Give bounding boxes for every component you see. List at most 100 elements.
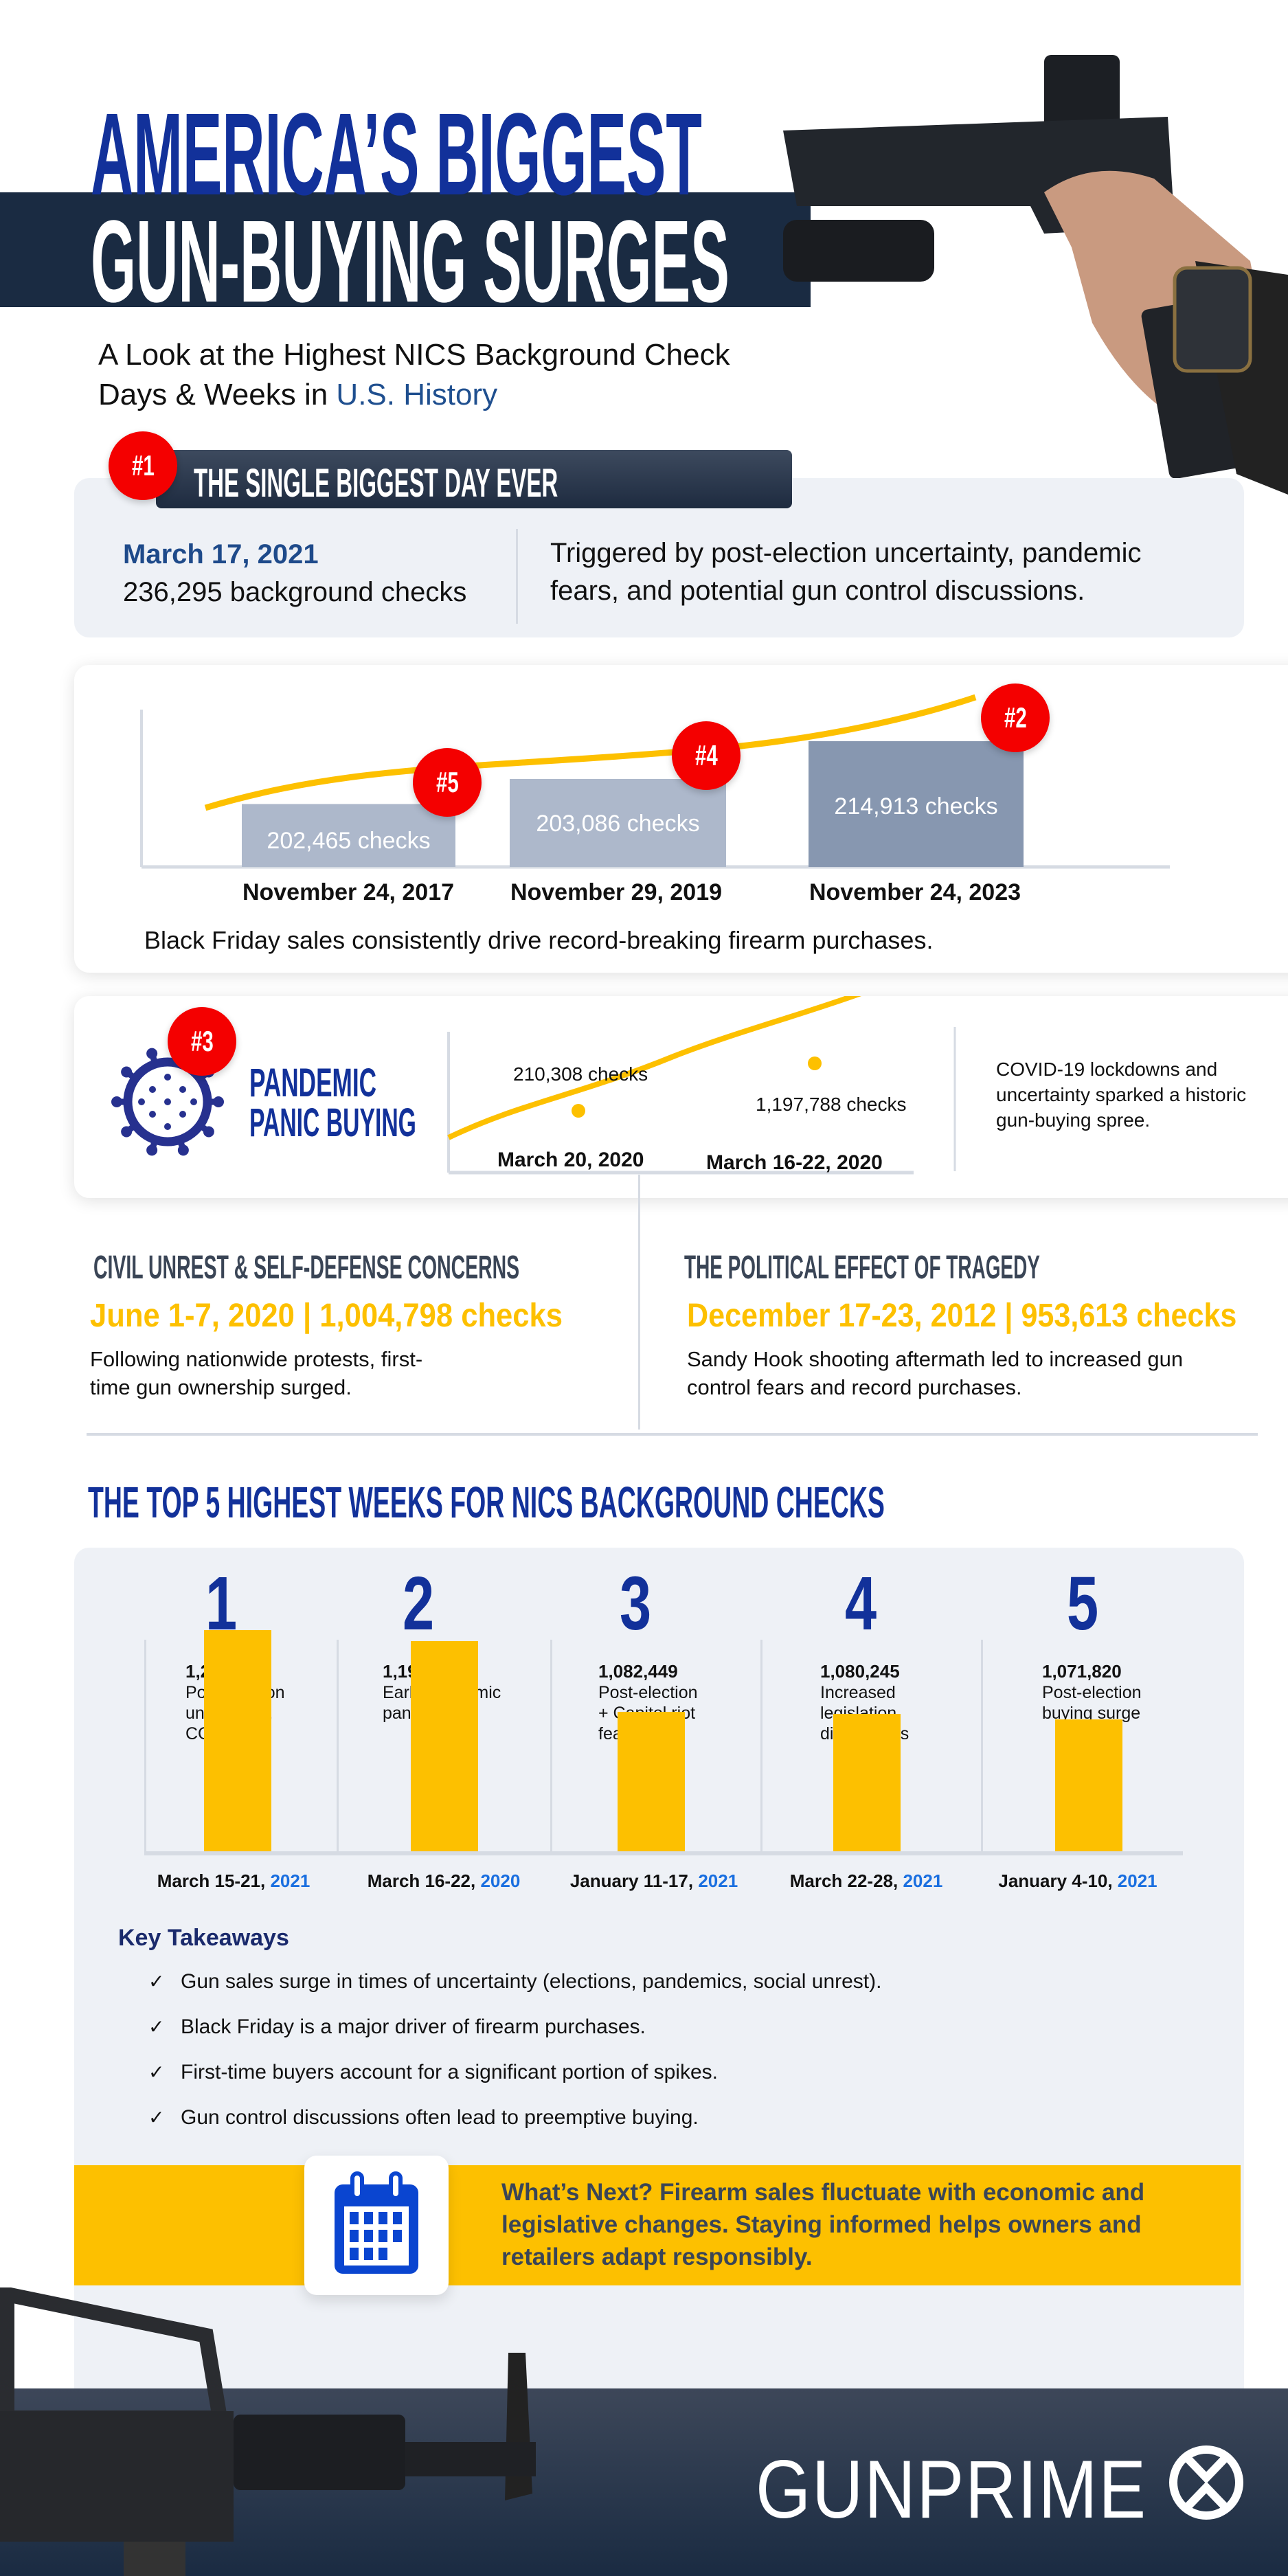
takeaway-item: First-time buyers account for a signific…: [181, 2061, 718, 2083]
calendar-icon-box: [304, 2156, 449, 2295]
rank-badge-1: #1: [109, 431, 177, 500]
check-icon: ✓: [148, 2107, 165, 2128]
bar-label: 203,086 checks: [536, 811, 700, 837]
point1-label: 210,308 checks: [513, 1063, 648, 1085]
title-line-1: AMERICA’S BIGGEST: [91, 89, 702, 220]
pandemic-title-1: PANDEMIC: [249, 1061, 377, 1105]
rank-number: 5: [1067, 1561, 1099, 1646]
biggest-day-count: 236,295 background checks: [123, 577, 467, 607]
pandemic-card: [74, 996, 1288, 1198]
whats-next-text: What’s Next? Firearm sales fluctuate wit…: [501, 2176, 1144, 2273]
week-date: March 15-21, 2021: [131, 1871, 337, 1892]
pandemic-description: COVID-19 lockdowns and uncertainty spark…: [996, 1057, 1246, 1133]
week-bar: [1055, 1719, 1122, 1853]
week-value: 1,080,245: [820, 1661, 900, 1682]
data-point-2: [808, 1057, 822, 1070]
date-text: January 4-10,: [998, 1871, 1118, 1891]
week-value: 1,082,449: [598, 1661, 678, 1682]
biggest-day-date: March 17, 2021: [123, 539, 319, 569]
rank-number: 2: [403, 1561, 435, 1646]
text-line: retailers adapt responsibly.: [501, 2244, 813, 2270]
column-divider: [337, 1640, 339, 1853]
rank-number: 4: [845, 1561, 877, 1646]
date-text: March 15-21,: [157, 1871, 271, 1891]
bar: [809, 741, 1024, 867]
point2-date: March 16-22, 2020: [706, 1151, 883, 1174]
body-line: Following nationwide protests, first-: [90, 1347, 423, 1371]
civil-unrest-body: Following nationwide protests, first- ti…: [90, 1345, 422, 1401]
trend-line: [204, 694, 977, 811]
column-divider: [981, 1640, 983, 1853]
subtitle-line-1: A Look at the Highest NICS Background Ch…: [98, 338, 730, 372]
week-date: January 4-10, 2021: [975, 1871, 1181, 1892]
desc-line: uncertainty sparked a historic: [996, 1084, 1247, 1105]
bar-date: November 29, 2019: [510, 879, 723, 905]
calendar-icon: [335, 2171, 418, 2274]
desc-line: gun-buying spree.: [996, 1109, 1151, 1131]
date-text: March 16-22,: [367, 1871, 481, 1891]
black-friday-chart: [140, 694, 1170, 869]
divider: [516, 529, 518, 624]
week-bar: [411, 1641, 478, 1853]
bar-date: November 24, 2017: [242, 879, 455, 905]
top5-baseline: [144, 1851, 1183, 1855]
body-line: time gun ownership surged.: [90, 1375, 352, 1399]
biggest-day-header-bar: [156, 450, 792, 508]
bar-label: 202,465 checks: [267, 828, 431, 854]
takeaways-title: Key Takeaways: [118, 1925, 289, 1951]
date-text: March 22-28,: [789, 1871, 903, 1891]
data-point-1: [572, 1104, 585, 1118]
whats-next-banner: [74, 2165, 1241, 2285]
rank-badge: #5: [413, 748, 482, 817]
week-description: Increased: [820, 1683, 896, 1702]
column-divider: [550, 1640, 552, 1853]
text-line: legislative changes. Staying informed he…: [501, 2211, 1142, 2238]
subtitle-highlight: U.S. History: [336, 378, 498, 411]
title-line-2: GUN-BUYING SURGES: [91, 196, 730, 327]
biggest-day-description-1: Triggered by post-election uncertainty, …: [550, 538, 1142, 568]
crosshair-logo-icon: [1169, 2445, 1243, 2520]
body-line: control fears and record purchases.: [687, 1375, 1022, 1399]
year-text: 2021: [1117, 1871, 1157, 1891]
pandemic-chart: [447, 996, 956, 1175]
gunprime-logo: GUNPRIME: [756, 2443, 1147, 2535]
point2-label: 1,197,788 checks: [756, 1094, 907, 1115]
column-divider: [760, 1640, 762, 1853]
bar-date: November 24, 2023: [809, 879, 1021, 905]
rank-number: 3: [620, 1561, 652, 1646]
column-divider: [638, 1175, 640, 1430]
year-text: 2020: [480, 1871, 521, 1891]
point1-date: March 20, 2020: [497, 1149, 644, 1171]
takeaway-item: Black Friday is a major driver of firear…: [181, 2015, 646, 2038]
bar-label: 214,913 checks: [834, 793, 998, 820]
pistol-photo: [769, 0, 1288, 495]
takeaway-item: Gun sales surge in times of uncertainty …: [181, 1970, 882, 1993]
year-text: 2021: [903, 1871, 943, 1891]
rifle-photo: [0, 2287, 536, 2576]
civil-unrest-stat: June 1-7, 2020 | 1,004,798 checks: [90, 1298, 563, 1334]
desc-line: COVID-19 lockdowns and: [996, 1059, 1218, 1080]
title-band: [0, 192, 811, 307]
rank-number: 1: [205, 1561, 238, 1646]
column-divider: [144, 1640, 146, 1853]
text-line: What’s Next? Firearm sales fluctuate wit…: [501, 2179, 1145, 2206]
takeaway-item: Gun control discussions often lead to pr…: [181, 2106, 699, 2129]
week-description: Post-election: [1042, 1683, 1142, 1702]
bar: [510, 779, 726, 867]
check-icon: ✓: [148, 2061, 165, 2083]
biggest-day-description-2: fears, and potential gun control discuss…: [550, 576, 1085, 606]
week-value: 1,071,820: [1042, 1661, 1122, 1682]
pandemic-title-2: PANIC BUYING: [249, 1100, 416, 1145]
biggest-day-heading: THE SINGLE BIGGEST DAY EVER: [194, 461, 558, 506]
week-date: January 11-17, 2021: [551, 1871, 757, 1892]
rank-badge: #4: [672, 721, 741, 790]
civil-unrest-heading: CIVIL UNREST & SELF-DEFENSE CONCERNS: [93, 1250, 520, 1286]
body-line: Sandy Hook shooting aftermath led to inc…: [687, 1347, 1184, 1371]
week-date: March 22-28, 2021: [763, 1871, 969, 1892]
tragedy-body: Sandy Hook shooting aftermath led to inc…: [687, 1345, 1183, 1401]
top5-heading: THE TOP 5 HIGHEST WEEKS FOR NICS BACKGRO…: [88, 1478, 885, 1527]
subtitle-prefix: Days & Weeks in: [98, 378, 337, 411]
rank-badge: #2: [981, 683, 1050, 752]
year-text: 2021: [698, 1871, 738, 1891]
date-text: January 11-17,: [569, 1871, 699, 1891]
